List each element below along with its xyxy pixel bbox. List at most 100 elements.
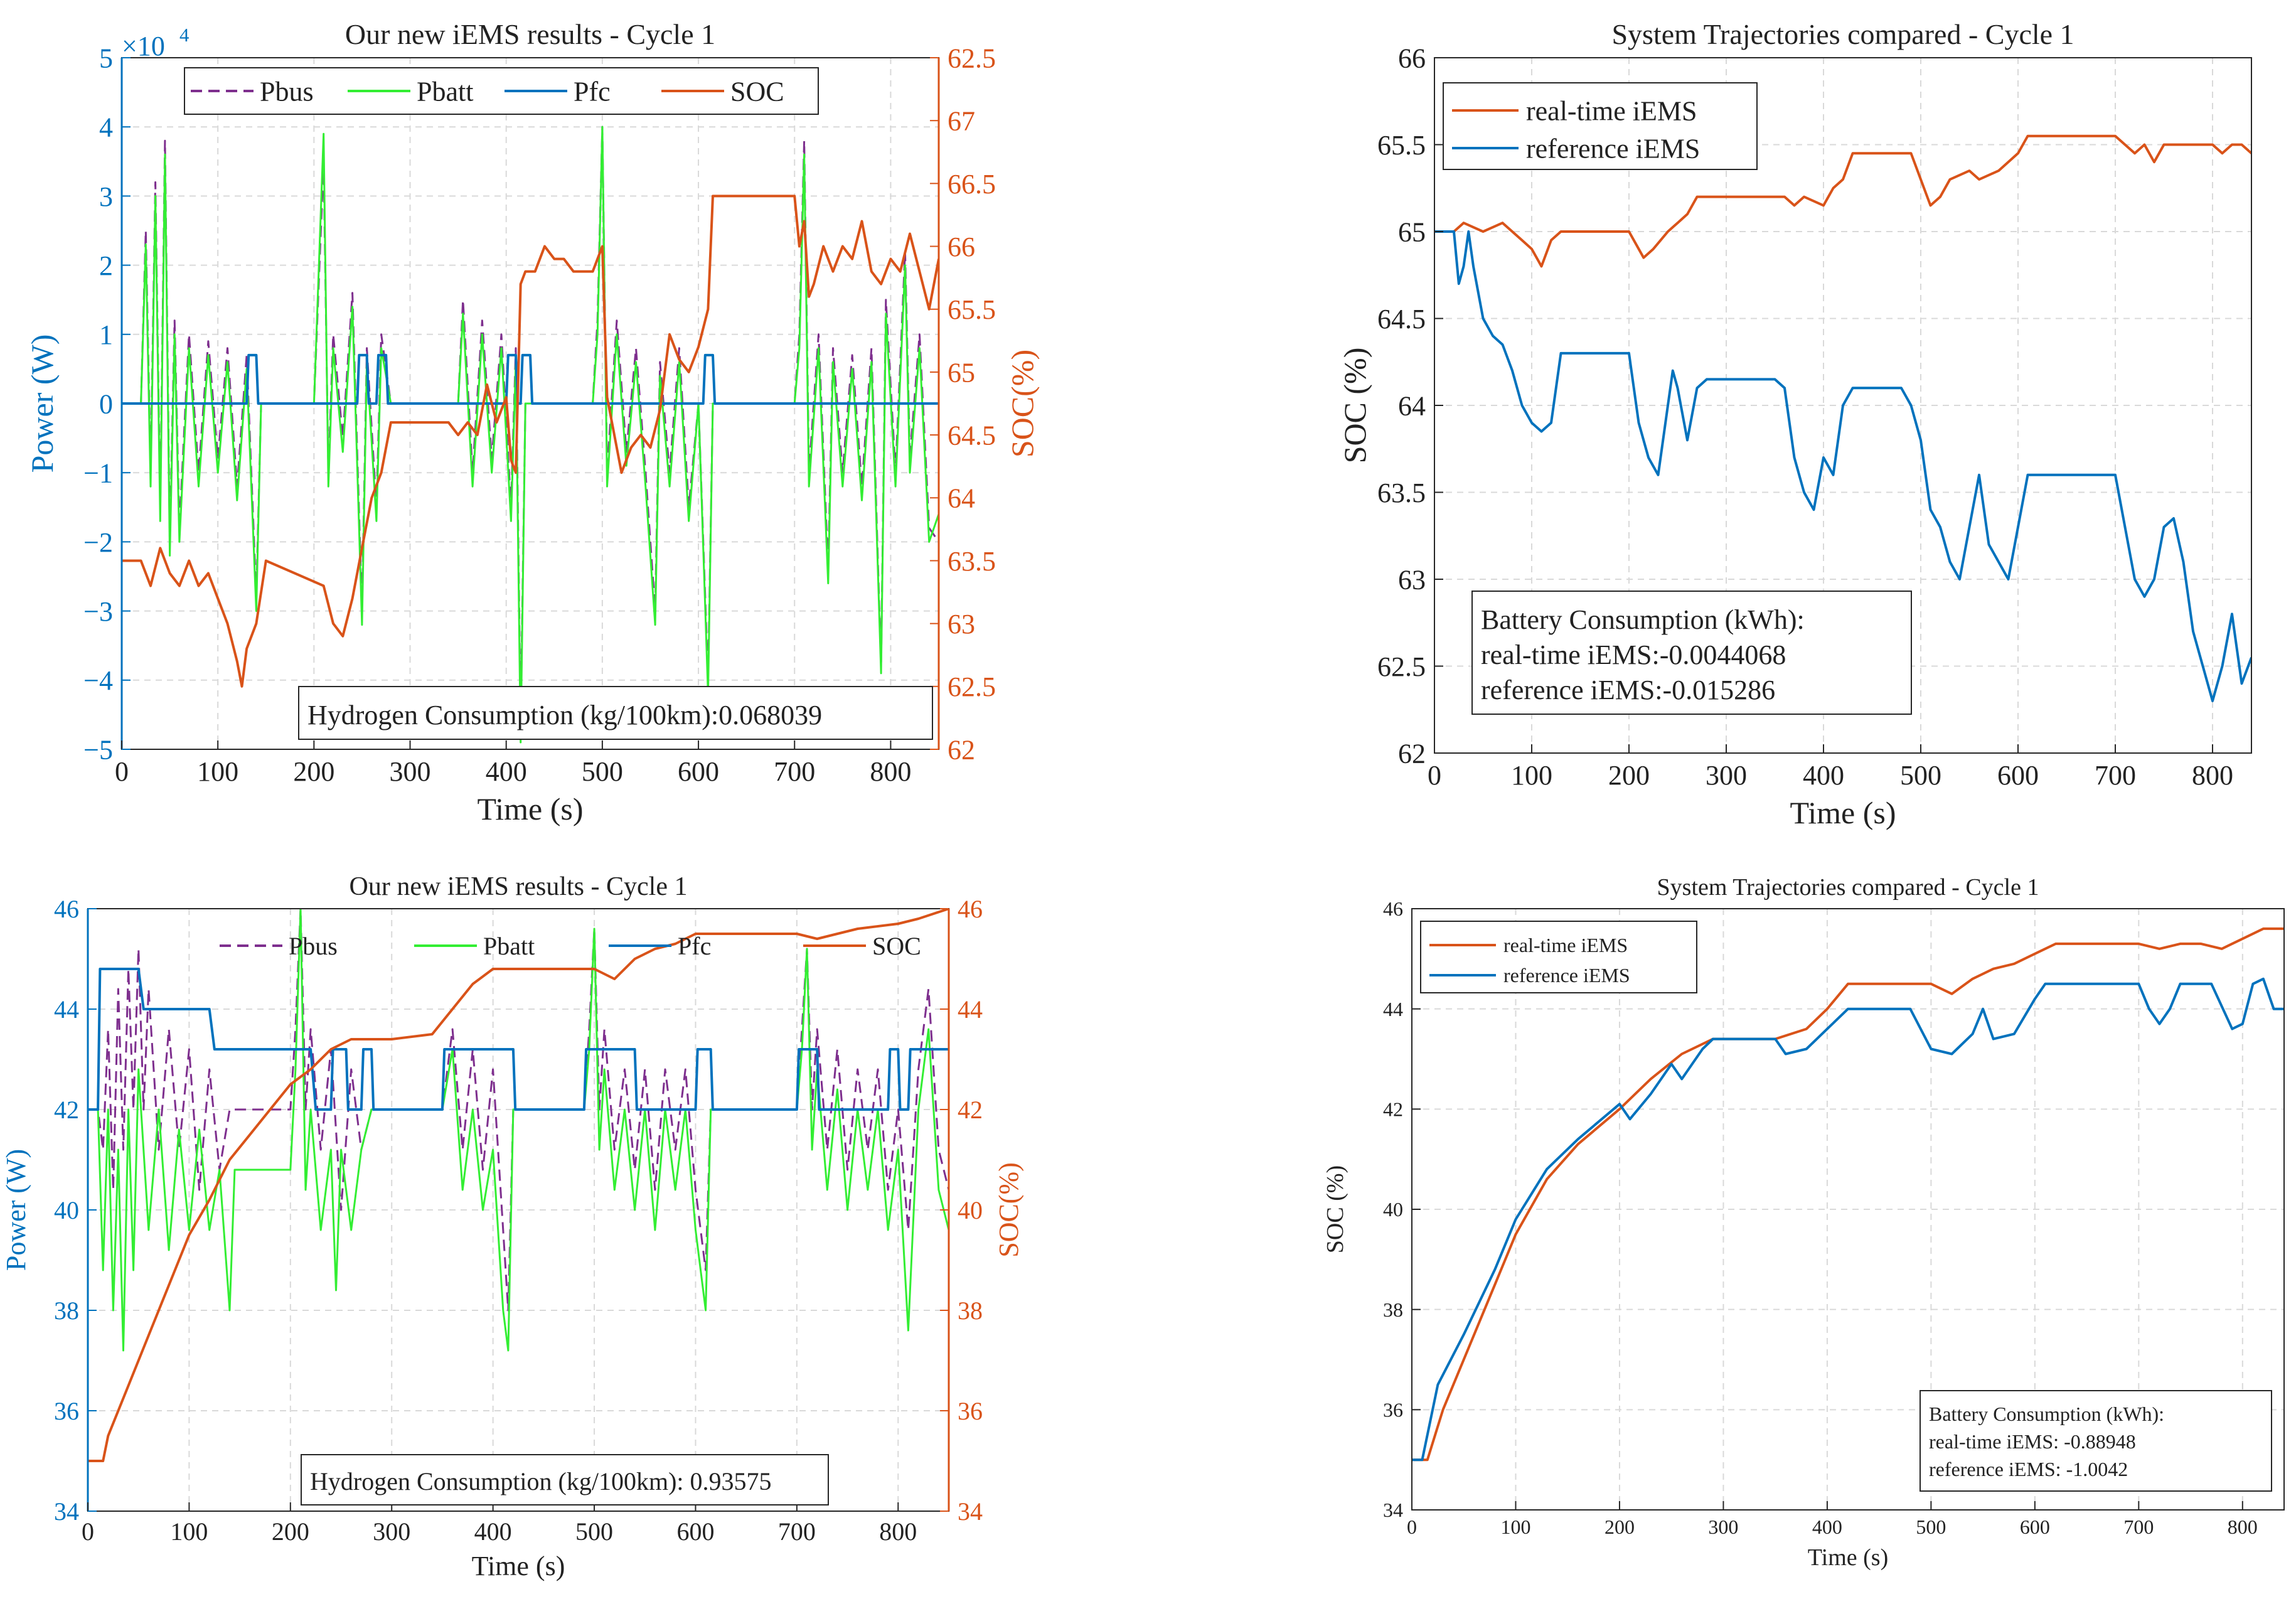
y-right-tick-label: 36 — [958, 1397, 983, 1425]
y-tick-label: −1 — [83, 458, 113, 489]
series-group — [122, 126, 939, 744]
legend: real-time iEMS reference iEMS — [1443, 82, 1758, 170]
legend-label: SOC — [730, 76, 784, 107]
x-axis-label: Time (s) — [477, 791, 583, 826]
series-line-reference-iems — [1412, 977, 2284, 1462]
y-right-tick-label: 65.5 — [948, 294, 996, 325]
y-right-tick-label: 40 — [958, 1196, 983, 1224]
series-line-pbatt — [88, 909, 949, 1352]
legend-label: Pfc — [678, 932, 711, 960]
y-axis-label: SOC (%) — [1337, 348, 1372, 464]
y-right-axis-label: SOC(%) — [1005, 350, 1040, 457]
y-tick-label: 63 — [1398, 564, 1426, 595]
y-tick-label: 34 — [54, 1497, 79, 1526]
y-tick-label: 62.5 — [1377, 651, 1426, 682]
y-right-tick-label: 64 — [948, 483, 975, 514]
x-tick-label: 500 — [582, 756, 623, 787]
y-right-tick-label: 42 — [958, 1096, 983, 1124]
chart-title: Our new iEMS results - Cycle 1 — [345, 18, 715, 50]
legend: real-time iEMS reference iEMS — [1420, 921, 1697, 993]
y-right-tick-label: 63 — [948, 609, 975, 639]
y-tick-label: 38 — [54, 1297, 79, 1325]
series-line-pfc — [122, 353, 939, 405]
y-tick-label: 64 — [1398, 390, 1426, 421]
legend: Pbus Pbatt Pfc SOC — [220, 932, 921, 960]
y-tick-label: 40 — [54, 1196, 79, 1224]
y-tick-label: −5 — [83, 734, 113, 765]
y-right-tick-label: 66 — [948, 232, 975, 262]
annotation-text: reference iEMS:-0.015286 — [1481, 675, 1775, 705]
x-tick-label: 500 — [575, 1517, 613, 1546]
y-right-tick-label: 62.5 — [948, 43, 996, 73]
chart-bl: Our new iEMS results - Cycle 1 0 100 200 300… — [1, 872, 1024, 1581]
x-tick-label: 400 — [1812, 1516, 1842, 1538]
y-tick-label: 42 — [54, 1096, 79, 1124]
series-line-pfc — [88, 968, 949, 1111]
legend-label: real-time iEMS — [1526, 95, 1697, 126]
annotation-text: Battery Consumption (kWh): — [1929, 1403, 2164, 1425]
chart-tr: System Trajectories compared - Cycle 1 0 1… — [1337, 18, 2252, 830]
y-right-tick-label: 65 — [948, 357, 975, 388]
y-axis-label: SOC (%) — [1322, 1165, 1348, 1253]
legend-label: Pbus — [260, 76, 314, 107]
x-axis-label: Time (s) — [1808, 1544, 1888, 1571]
y-tick-label: 1 — [99, 319, 113, 350]
legend-label: Pfc — [574, 76, 611, 107]
x-tick-label: 700 — [778, 1517, 816, 1546]
y-exponent-label: ×10 — [122, 31, 165, 62]
y-tick-label: 2 — [99, 250, 113, 281]
y-tick-label: 62 — [1398, 738, 1426, 769]
x-tick-label: 200 — [293, 756, 334, 787]
y-tick-label: 42 — [1383, 1098, 1403, 1121]
legend-label: Pbatt — [417, 76, 473, 107]
y-tick-label: 63.5 — [1377, 478, 1426, 508]
x-tick-label: 100 — [197, 756, 238, 787]
x-tick-label: 200 — [272, 1517, 309, 1546]
y-right-tick-label: 38 — [958, 1297, 983, 1325]
x-tick-label: 300 — [1706, 760, 1747, 791]
series-line-reference-iems — [1434, 230, 2251, 702]
x-tick-label: 800 — [870, 756, 911, 787]
annotation-text: Hydrogen Consumption (kg/100km): 0.93575 — [310, 1467, 772, 1495]
y-tick-label: 65.5 — [1377, 130, 1426, 161]
annotation-box — [1471, 591, 1912, 715]
legend-label: reference iEMS — [1503, 964, 1630, 987]
x-tick-label: 0 — [82, 1517, 94, 1546]
chart-title: Our new iEMS results - Cycle 1 — [350, 872, 688, 901]
legend-label: reference iEMS — [1526, 133, 1700, 164]
legend-label: Pbatt — [483, 932, 535, 960]
x-axis-label: Time (s) — [472, 1551, 565, 1581]
y-tick-label: 36 — [54, 1397, 79, 1425]
x-tick-label: 500 — [1916, 1516, 1946, 1538]
y-right-tick-label: 62.5 — [948, 671, 996, 702]
annotation-box — [298, 686, 933, 740]
x-tick-label: 400 — [486, 756, 527, 787]
x-tick-label: 600 — [678, 756, 719, 787]
x-tick-label: 400 — [474, 1517, 512, 1546]
chart-br: System Trajectories compared - Cycle 1 0 1… — [1322, 874, 2285, 1571]
y-tick-label: −4 — [83, 665, 113, 696]
series-group — [1412, 927, 2284, 1462]
x-tick-label: 800 — [2228, 1516, 2258, 1538]
series-line-real-time-iems — [1412, 927, 2284, 1462]
x-tick-label: 100 — [1500, 1516, 1530, 1538]
y-axis-label: Power (W) — [1, 1149, 31, 1271]
y-tick-label: 64.5 — [1377, 304, 1426, 334]
x-tick-label: 300 — [1708, 1516, 1738, 1538]
y-tick-label: 44 — [1383, 998, 1403, 1020]
y-tick-label: 5 — [99, 43, 113, 73]
annotation-text: reference iEMS: -1.0042 — [1929, 1458, 2128, 1480]
x-tick-label: 300 — [373, 1517, 410, 1546]
x-tick-label: 400 — [1803, 760, 1844, 791]
x-axis-label: Time (s) — [1790, 795, 1896, 830]
x-tick-label: 0 — [1407, 1516, 1417, 1538]
y-tick-label: 65 — [1398, 217, 1426, 247]
x-tick-label: 700 — [2123, 1516, 2154, 1538]
x-tick-label: 100 — [1511, 760, 1552, 791]
x-tick-label: 0 — [1428, 760, 1441, 791]
annotation: Battery Consumption (kWh): real-time iEMS… — [1471, 591, 1912, 715]
legend-label: real-time iEMS — [1503, 934, 1628, 956]
series-line-soc — [88, 909, 949, 1462]
legend-box — [1420, 921, 1697, 993]
